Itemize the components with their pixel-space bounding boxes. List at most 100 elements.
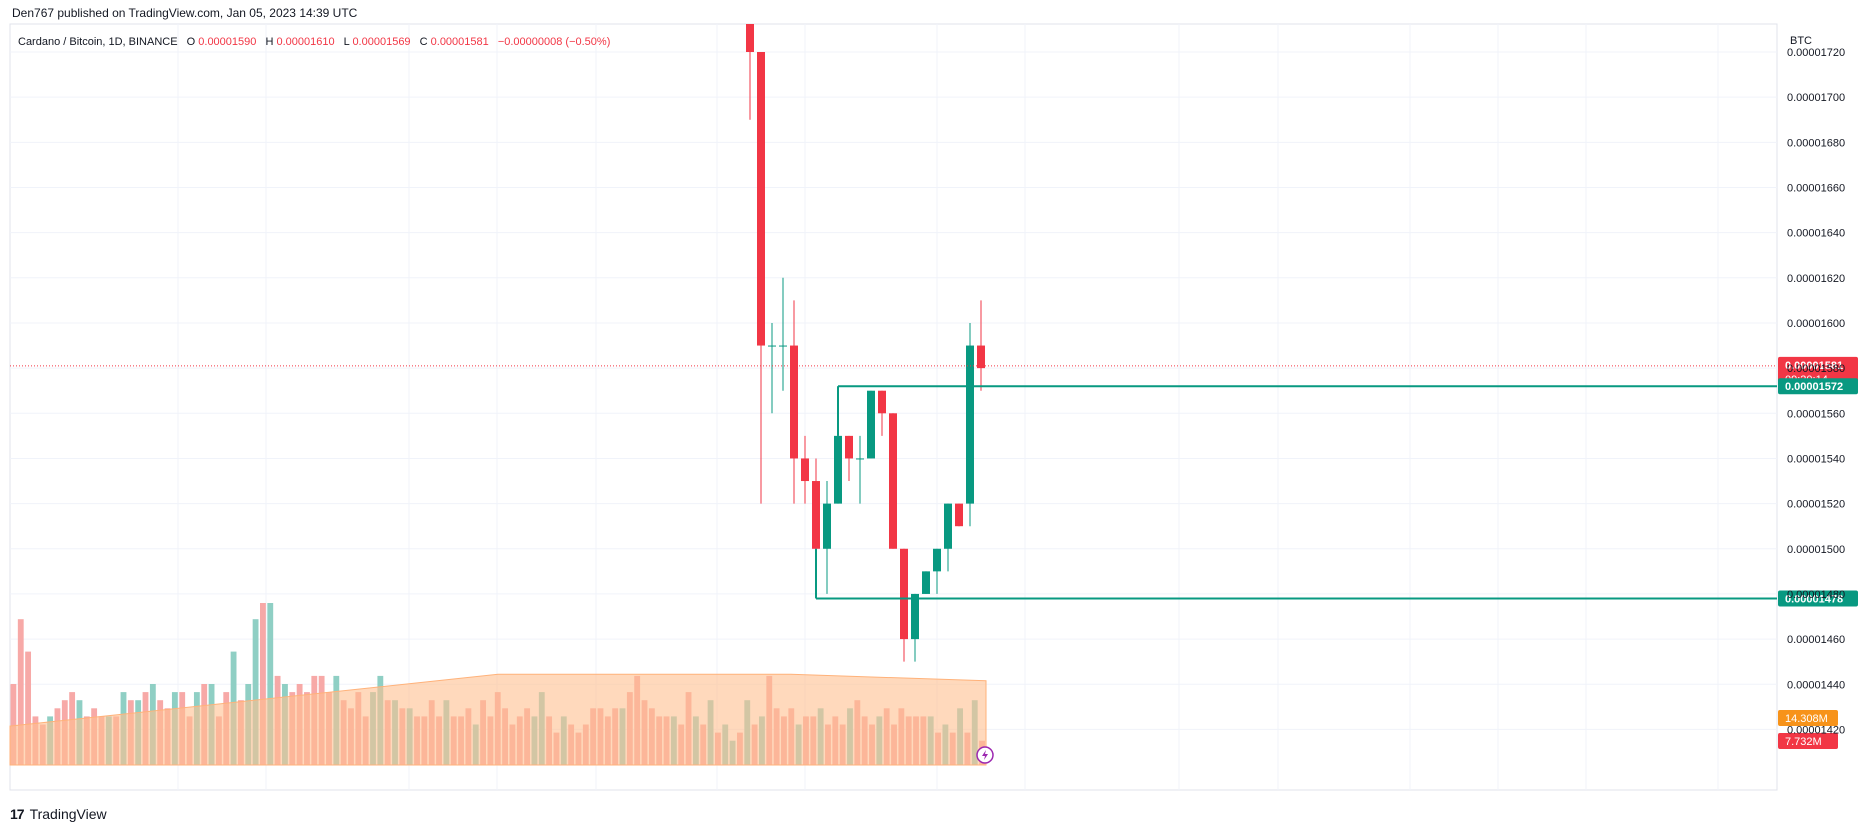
legend-h-value: 0.00001610	[276, 36, 334, 48]
candle-body	[768, 345, 776, 347]
x-tick-label: 22	[491, 799, 503, 800]
candle-body	[834, 435, 842, 504]
legend-c-label: C	[420, 36, 428, 48]
x-tick-label: 13	[1404, 799, 1416, 800]
y-tick-label: 0.00001620	[1787, 273, 1845, 285]
candle	[955, 503, 963, 527]
plot-frame	[9, 23, 1778, 791]
svg-text:Cardano / Bitcoin, 1D, BINANCE: Cardano / Bitcoin, 1D, BINANCE O 0.00001…	[18, 36, 610, 48]
y-tick-label: 0.00001420	[1787, 724, 1845, 736]
chart-grid	[9, 23, 1778, 791]
candle-body	[856, 458, 864, 460]
volume-bar	[10, 684, 17, 765]
candle-body	[977, 345, 985, 369]
legend: Cardano / Bitcoin, 1D, BINANCE O 0.00001…	[18, 36, 610, 48]
candle	[933, 548, 941, 594]
candle-body	[944, 503, 952, 549]
x-tick-label: 13	[1712, 799, 1724, 800]
legend-l-value: 0.00001569	[352, 36, 410, 48]
volume-ma-label: 14.308M	[1785, 713, 1828, 725]
y-tick-label: 0.00001700	[1787, 92, 1845, 104]
y-tick-label: 0.00001460	[1787, 634, 1845, 646]
legend-l-label: L	[344, 36, 350, 48]
y-tick-label: 0.00001500	[1787, 544, 1845, 556]
candle-body	[922, 571, 930, 594]
candle	[867, 390, 875, 459]
candle-body	[911, 593, 919, 640]
legend-o-label: O	[187, 36, 196, 48]
candle	[757, 52, 765, 504]
axes: 0.00001420 0.00001440 0.00001460 0.00001480…	[172, 47, 1845, 800]
x-tick-label: 21	[1492, 799, 1504, 800]
candle	[801, 435, 809, 504]
publisher-line: Den767 published on TradingView.com, Jan…	[12, 6, 358, 20]
x-tick-label: Dec	[586, 799, 606, 800]
candle	[922, 571, 930, 594]
y-tick-label: 0.00001660	[1787, 182, 1845, 194]
currency-label: BTC	[1790, 35, 1812, 47]
candle-body	[823, 503, 831, 549]
y-tick-label: 0.00001580	[1787, 363, 1845, 375]
candle-body	[889, 413, 897, 549]
x-tick-label: 14	[403, 799, 415, 800]
y-tick-label: 0.00001600	[1787, 318, 1845, 330]
candle	[889, 413, 897, 549]
x-tick-label: 20	[799, 799, 811, 800]
x-tick-label: 9	[1022, 799, 1028, 800]
candle-body	[812, 481, 820, 549]
candle	[768, 322, 776, 414]
candle-body	[801, 458, 809, 482]
x-tick-label: Feb	[1269, 799, 1288, 800]
y-tick-label: 0.00001560	[1787, 408, 1845, 420]
tradingview-logo-icon: 17	[10, 806, 25, 822]
last-price-label: 0.00001581	[1785, 360, 1843, 372]
candle	[746, 24, 754, 120]
candle-body	[955, 503, 963, 527]
legend-change: −0.00000008 (−0.50%)	[498, 36, 611, 48]
chart[interactable]: 0.0000158109:20:140.000015720.0000147814…	[0, 0, 1868, 800]
volume-last-badge	[1778, 733, 1838, 749]
candle	[856, 435, 864, 504]
level-label: 0.00001478	[1785, 593, 1843, 605]
candle-body	[746, 24, 754, 52]
candle	[779, 277, 787, 391]
x-tick-label: 2023	[925, 799, 949, 800]
footer-brand: TradingView	[29, 806, 107, 822]
y-tick-label: 0.00001480	[1787, 589, 1845, 601]
candle	[878, 390, 886, 436]
candle-body	[878, 390, 886, 414]
candle-body	[779, 345, 787, 347]
x-tick-label: 24	[172, 799, 184, 800]
volume-ma-badge	[1778, 710, 1838, 726]
candle	[845, 435, 853, 482]
candle-body	[900, 548, 908, 640]
x-tick-label: Mar	[1577, 799, 1596, 800]
y-tick-label: 0.00001720	[1787, 47, 1845, 59]
candles	[746, 24, 985, 662]
x-tick-label: 12	[711, 799, 723, 800]
candle-body	[757, 52, 765, 346]
candle-body	[790, 345, 798, 459]
y-tick-label: 0.00001680	[1787, 137, 1845, 149]
volume-layer	[9, 603, 987, 766]
candle	[944, 503, 952, 572]
y-tick-label: 0.00001540	[1787, 453, 1845, 465]
y-tick-label: 0.00001520	[1787, 499, 1845, 511]
x-tick-label: Nov	[256, 799, 276, 800]
volume-bar	[252, 619, 259, 765]
x-tick-label: 23	[1173, 799, 1185, 800]
candle	[790, 300, 798, 504]
y-tick-label: 0.00001440	[1787, 679, 1845, 691]
candle-body	[933, 548, 941, 572]
candle	[977, 300, 985, 391]
level-badge	[1778, 590, 1858, 607]
legend-h-label: H	[265, 36, 273, 48]
horizontal-levels[interactable]: 0.0000158109:20:140.000015720.0000147814…	[10, 356, 1858, 764]
legend-o-value: 0.00001590	[198, 36, 256, 48]
volume-bar	[260, 603, 266, 765]
candle-body	[867, 390, 875, 459]
footer: 17 TradingView	[10, 806, 107, 822]
lightning-bolt-icon	[982, 750, 988, 760]
volume-bar	[25, 651, 32, 765]
level-badge	[1778, 378, 1858, 395]
